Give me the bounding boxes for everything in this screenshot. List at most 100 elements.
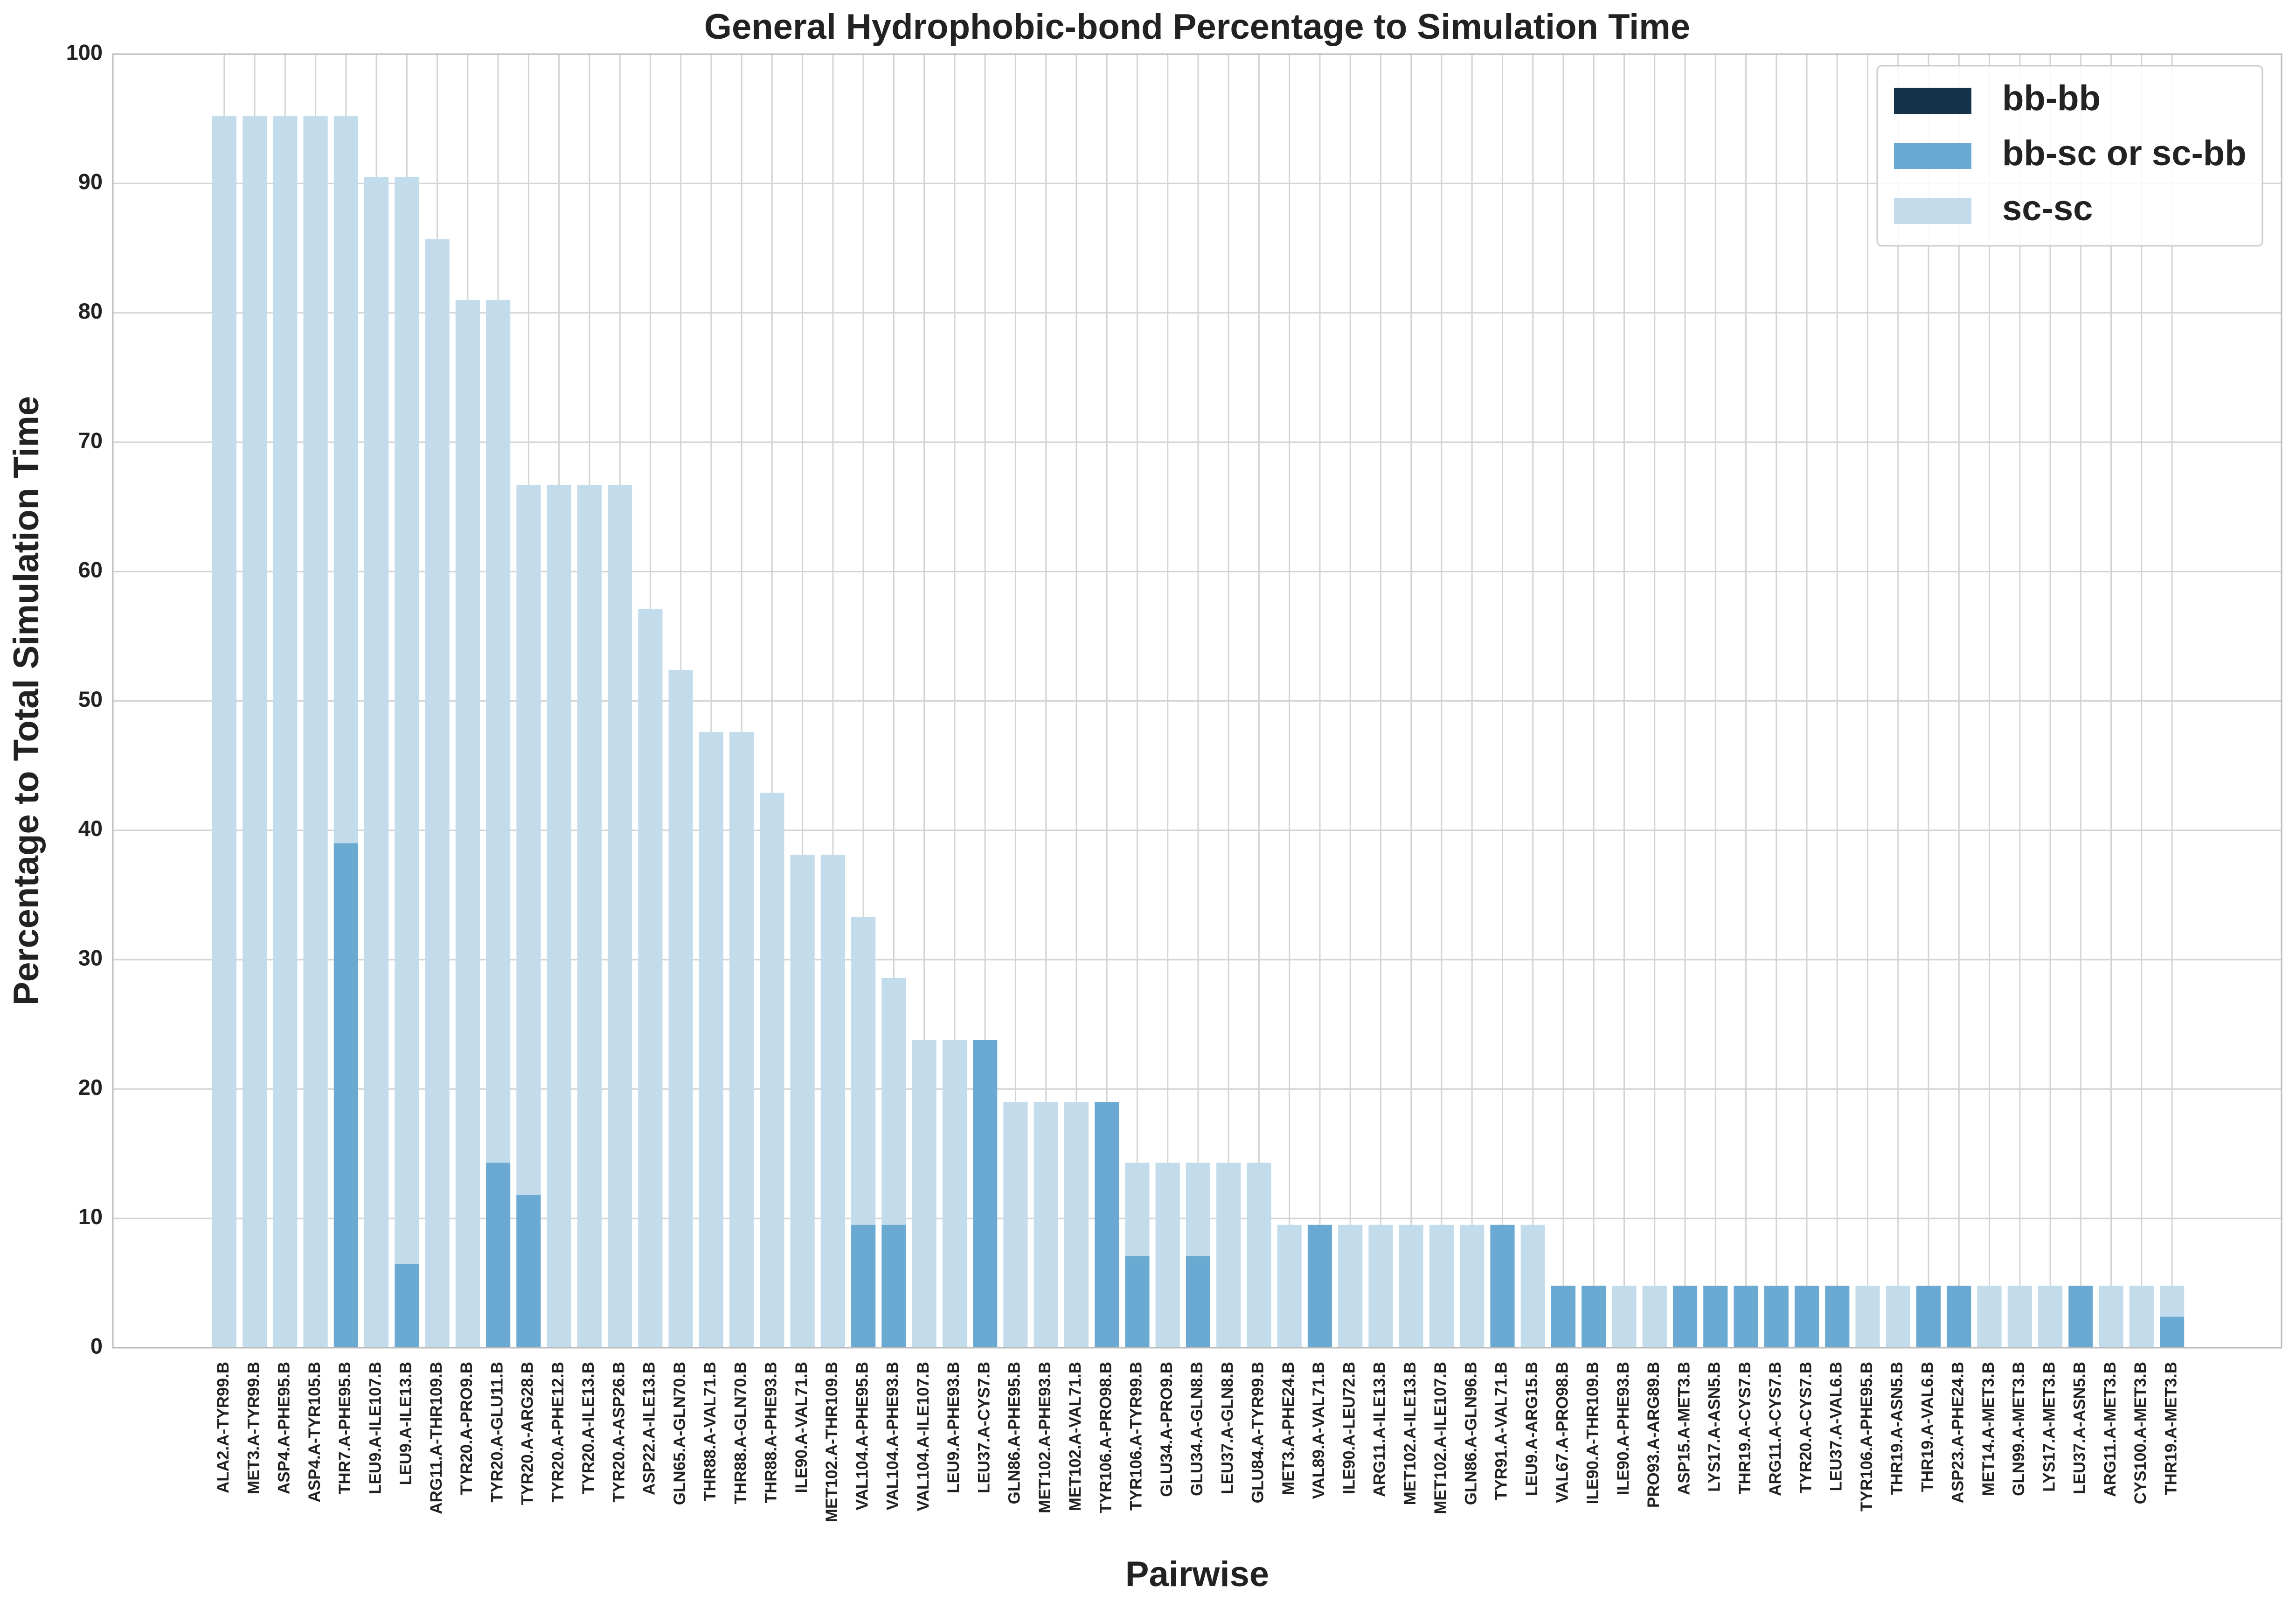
x-tick-label: VAL89.A-VAL71.B [1310,1362,1328,1499]
y-tick-label: 30 [78,946,103,970]
x-tick-label: TYR20.A-GLU11.B [488,1362,506,1502]
bar-segment [1551,1285,1576,1348]
x-tick-label: THR19.A-CYS7.B [1736,1362,1754,1494]
bar-segment [1034,1102,1058,1348]
y-tick-label: 50 [78,687,103,711]
x-tick-label: GLU34.A-GLN8.B [1188,1362,1206,1496]
bar-segment [1855,1285,1880,1348]
bar-segment [303,116,328,1348]
bar-segment [1977,1285,2002,1348]
x-tick-label: TYR20.A-PHE12.B [549,1362,567,1502]
y-axis-label: Percentage to Total Simulation Time [7,396,46,1005]
x-tick-label: TYR20.A-PRO9.B [458,1362,476,1495]
x-tick-label: MET102.A-ILE107.B [1431,1362,1450,1514]
x-tick-label: VAL67.A-PRO98.B [1553,1362,1571,1503]
bar-segment [547,485,571,1348]
x-tick-label: TYR20.A-CYS7.B [1797,1362,1815,1493]
bar-segment [760,793,784,1348]
y-tick-label: 0 [90,1333,103,1358]
x-tick-label: TYR106.A-TYR99.B [1127,1362,1145,1511]
x-tick-label: TYR20.A-ASP26.B [610,1362,628,1502]
x-tick-label: THR88.A-PHE93.B [762,1362,780,1503]
x-tick-label: ARG11.A-THR109.B [427,1362,445,1514]
x-tick-label: THR7.A-PHE95.B [336,1362,354,1494]
bar-segment [1794,1285,1819,1348]
bar-segment [1703,1285,1728,1348]
y-tick-label: 10 [78,1204,103,1229]
bar-segment [333,843,358,1348]
bar-segment [699,732,723,1348]
x-tick-label: LEU37.A-ASN5.B [2071,1362,2089,1494]
bar-segment [2129,1285,2154,1348]
bar-segment [1460,1225,1484,1348]
x-tick-label: MET102.A-PHE93.B [1036,1362,1054,1513]
x-tick-label: ARG11.A-MET3.B [2101,1362,2119,1497]
bar-segment [1338,1225,1363,1348]
bar-segment [1095,1102,1119,1348]
y-tick-label: 40 [78,816,103,841]
x-tick-label: ILE90.A-LEU72.B [1340,1362,1358,1494]
bar-segment [1186,1256,1211,1348]
bar-segment [1764,1285,1789,1348]
x-tick-label: MET3.A-TYR99.B [244,1362,263,1494]
legend-label: sc-sc [2002,188,2093,228]
x-tick-label: LEU9.A-ILE13.B [397,1362,415,1485]
legend-swatch [1894,198,1971,224]
x-tick-label: LEU37.A-GLN8.B [1218,1362,1236,1494]
chart-title: General Hydrophobic-bond Percentage to S… [704,7,1690,47]
x-tick-label: MET102.A-THR109.B [823,1362,841,1522]
bar-segment [395,1263,419,1348]
plot-frame [112,53,2282,1349]
bar-segment [1672,1285,1698,1348]
bar-segment [212,116,236,1348]
y-tick-label: 20 [78,1075,103,1100]
bar-segment [1399,1225,1423,1348]
bar-segment [516,1195,541,1348]
legend-swatch [1894,88,1971,114]
x-tick-label: TYR91.A-VAL71.B [1492,1362,1511,1500]
x-tick-label: THR19.A-ASN5.B [1888,1362,1906,1495]
x-tick-label: VAL104.A-ILE107.B [914,1362,932,1511]
x-tick-label: MET102.A-ILE13.B [1401,1362,1419,1505]
bar-segment [729,732,754,1348]
bar-segment [2038,1285,2063,1348]
bar-segment [242,116,267,1348]
bar-segment [1582,1285,1606,1348]
bar-segment [1490,1225,1515,1348]
x-tick-label: ILE90.A-VAL71.B [792,1362,811,1493]
x-tick-label: MET102.A-VAL71.B [1066,1362,1084,1511]
bar-segment [1125,1256,1150,1348]
bar-segment [364,177,389,1348]
x-tick-label: GLU34.A-PRO9.B [1158,1362,1176,1497]
legend-swatch [1894,143,1971,169]
bar-segment [1642,1285,1667,1348]
bar-segment [1368,1225,1393,1348]
bar-segment [973,1040,998,1348]
bar-segment [1216,1163,1241,1348]
x-tick-label: LEU37.A-VAL6.B [1827,1362,1845,1491]
x-tick-label: PRO93.A-ARG89.B [1644,1362,1663,1508]
x-tick-label: LEU37.A-CYS7.B [975,1362,993,1493]
bar-segment [577,485,602,1348]
bar-segment [1947,1285,1971,1348]
x-tick-label: LEU9.A-ILE107.B [366,1362,384,1494]
x-tick-label: LYS17.A-ASN5.B [1706,1362,1724,1492]
bar-segment [516,485,541,1195]
bar-segment [1825,1285,1850,1348]
bar-segment [2068,1285,2093,1348]
x-tick-label: LEU9.A-ARG15.B [1523,1362,1541,1496]
bar-segment [851,917,876,1225]
x-tick-label: ASP4.A-PHE95.B [275,1362,293,1494]
bar-segment [395,177,419,1264]
x-tick-label: GLN65.A-GLN70.B [671,1362,689,1505]
x-tick-label: MET3.A-PHE24.B [1279,1362,1297,1495]
x-tick-label: ARG11.A-ILE13.B [1371,1362,1389,1497]
x-tick-label: GLN86.A-GLN96.B [1462,1362,1480,1505]
y-tick-label: 70 [78,428,103,453]
x-tick-label: ASP22.A-ILE13.B [640,1362,659,1495]
y-tick-label: 90 [78,169,103,194]
bar-segment [2159,1285,2185,1317]
x-tick-label: THR19.A-VAL6.B [1918,1362,1936,1492]
bar-segment [912,1040,936,1348]
